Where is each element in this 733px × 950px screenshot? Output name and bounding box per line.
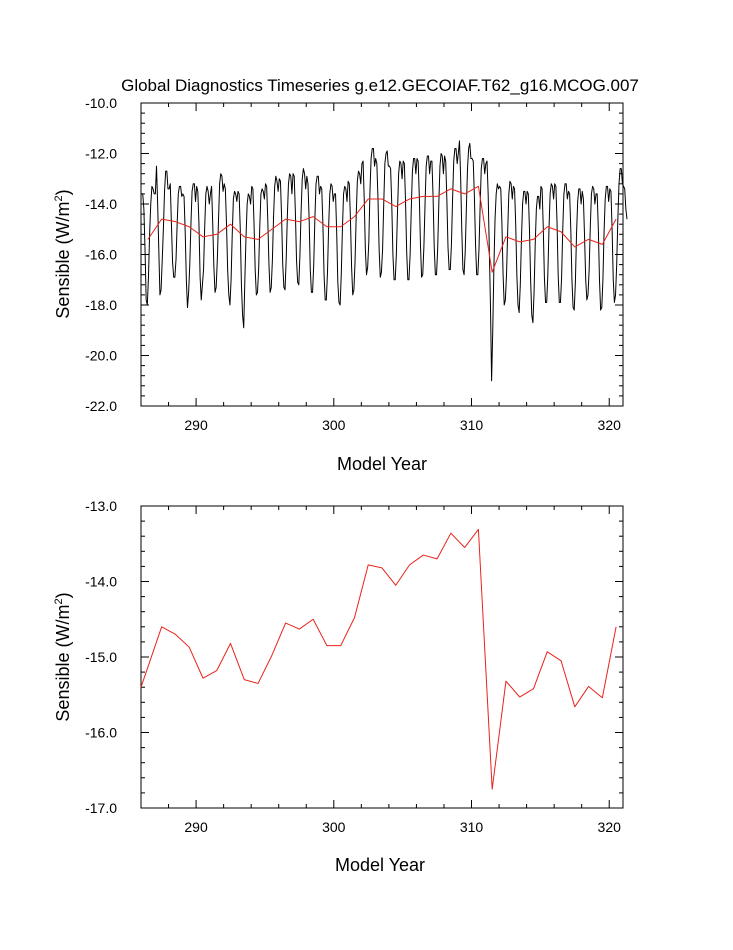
y-tick-label: -14.0 — [85, 574, 117, 590]
x-tick-label: 300 — [322, 819, 346, 835]
x-axis-title: Model Year — [337, 454, 427, 474]
y-axis-title: Sensible (W/m2) — [53, 189, 73, 318]
x-tick-label: 320 — [598, 819, 622, 835]
annual-mean-series-line — [140, 528, 617, 790]
x-axis-ticks: 290 300 310 320 — [140, 103, 622, 433]
x-axis-ticks: 290 300 310 320 — [140, 506, 622, 835]
x-axis-title: Model Year — [335, 855, 425, 875]
x-tick-label: 310 — [460, 417, 484, 433]
chart-title: Global Diagnostics Timeseries g.e12.GECO… — [121, 76, 639, 95]
y-tick-label: -20.0 — [85, 348, 117, 364]
y-tick-label: -22.0 — [85, 398, 117, 414]
y-axis-ticks: -22.0 -20.0 -18.0 -16.0 -14.0 -12.0 -10.0 — [85, 95, 623, 414]
y-tick-label: -16.0 — [85, 725, 117, 741]
x-tick-label: 290 — [184, 417, 208, 433]
series-lines — [140, 528, 617, 790]
x-tick-label: 300 — [322, 417, 346, 433]
y-tick-label: -14.0 — [85, 196, 117, 212]
y-tick-label: -10.0 — [85, 95, 117, 111]
annual-mean-series-line — [147, 185, 617, 273]
x-tick-label: 310 — [460, 819, 484, 835]
bottom-chart: 290 300 310 320 -17.0 -16.0 -15.0 -14.0 -13.0 M… — [53, 498, 624, 875]
series-lines — [141, 140, 628, 382]
y-tick-label: -16.0 — [85, 247, 117, 263]
x-tick-label: 320 — [598, 417, 622, 433]
plot-frame — [140, 505, 624, 809]
monthly-series-line — [141, 140, 628, 382]
x-tick-label: 290 — [184, 819, 208, 835]
y-tick-label: -17.0 — [85, 800, 117, 816]
y-axis-ticks: -17.0 -16.0 -15.0 -14.0 -13.0 — [85, 498, 623, 816]
y-axis-title: Sensible (W/m2) — [53, 592, 73, 721]
y-tick-label: -18.0 — [85, 297, 117, 313]
top-chart: Global Diagnostics Timeseries g.e12.GECO… — [53, 76, 639, 474]
y-tick-label: -13.0 — [85, 498, 117, 514]
y-tick-label: -12.0 — [85, 146, 117, 162]
y-tick-label: -15.0 — [85, 649, 117, 665]
